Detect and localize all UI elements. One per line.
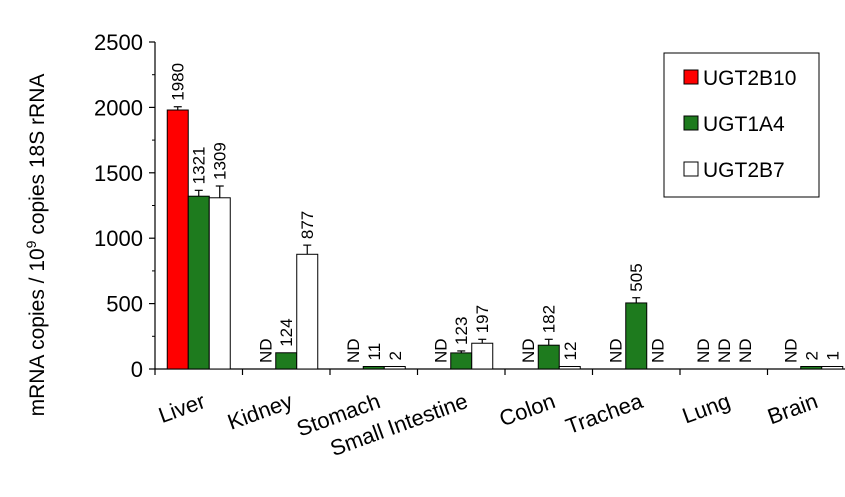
data-label: 12 [561, 342, 580, 361]
bar [187, 195, 210, 370]
bar [362, 366, 385, 370]
data-label: 197 [473, 305, 492, 333]
data-label: 2 [802, 351, 821, 360]
data-label: ND [715, 338, 734, 363]
data-label: ND [694, 338, 713, 363]
legend-label: UGT2B7 [703, 159, 785, 182]
legend-label: UGT1A4 [703, 113, 785, 136]
y-axis-title: mRNA copies / 109 copies 18S rRNA [23, 74, 49, 417]
category-label: Brain [764, 388, 821, 429]
category-label: Kidney [224, 388, 296, 435]
bar [296, 253, 319, 370]
bar [166, 109, 189, 370]
data-label: 1980 [169, 63, 188, 101]
bar [208, 197, 231, 370]
data-label: 505 [627, 263, 646, 291]
data-label: 124 [277, 318, 296, 346]
data-label: ND [736, 338, 755, 363]
data-label: 123 [452, 317, 471, 345]
data-label: ND [781, 338, 800, 363]
data-label: 11 [365, 343, 384, 361]
data-label: 1321 [190, 146, 209, 184]
data-label: ND [519, 338, 538, 363]
category-label: Liver [155, 388, 208, 428]
legend: UGT2B10 UGT1A4 UGT2B7 [663, 52, 820, 198]
bar [471, 342, 494, 370]
y-tick-label: 1500 [94, 161, 143, 186]
y-tick-label: 2000 [94, 95, 143, 120]
category-label: Colon [496, 388, 559, 431]
legend-swatch [683, 69, 699, 85]
category-label: Lung [679, 388, 734, 428]
legend-label: UGT2B10 [703, 67, 796, 90]
y-tick-label: 500 [106, 292, 143, 317]
bar [383, 366, 406, 370]
bar [800, 366, 823, 370]
data-label: ND [606, 338, 625, 363]
bar [821, 366, 844, 370]
y-tick-label: 1000 [94, 226, 143, 251]
data-label: ND [256, 338, 275, 363]
data-label: 1 [823, 351, 842, 360]
y-tick-label: 2500 [94, 30, 143, 55]
bar [537, 344, 560, 370]
data-label: ND [344, 338, 363, 363]
data-label: ND [648, 338, 667, 363]
data-label: ND [431, 338, 450, 363]
category-label: Trachea [562, 388, 646, 439]
data-label: 877 [298, 211, 317, 239]
bar [450, 352, 473, 370]
bar [625, 302, 648, 370]
bars [166, 106, 844, 370]
bar [275, 352, 298, 370]
data-label: 1309 [211, 142, 230, 180]
legend-swatch [683, 161, 699, 177]
y-tick-label: 0 [131, 357, 143, 382]
data-label: 182 [540, 305, 559, 333]
data-label: 2 [386, 351, 405, 360]
legend-swatch [683, 115, 699, 131]
bar [558, 366, 581, 370]
